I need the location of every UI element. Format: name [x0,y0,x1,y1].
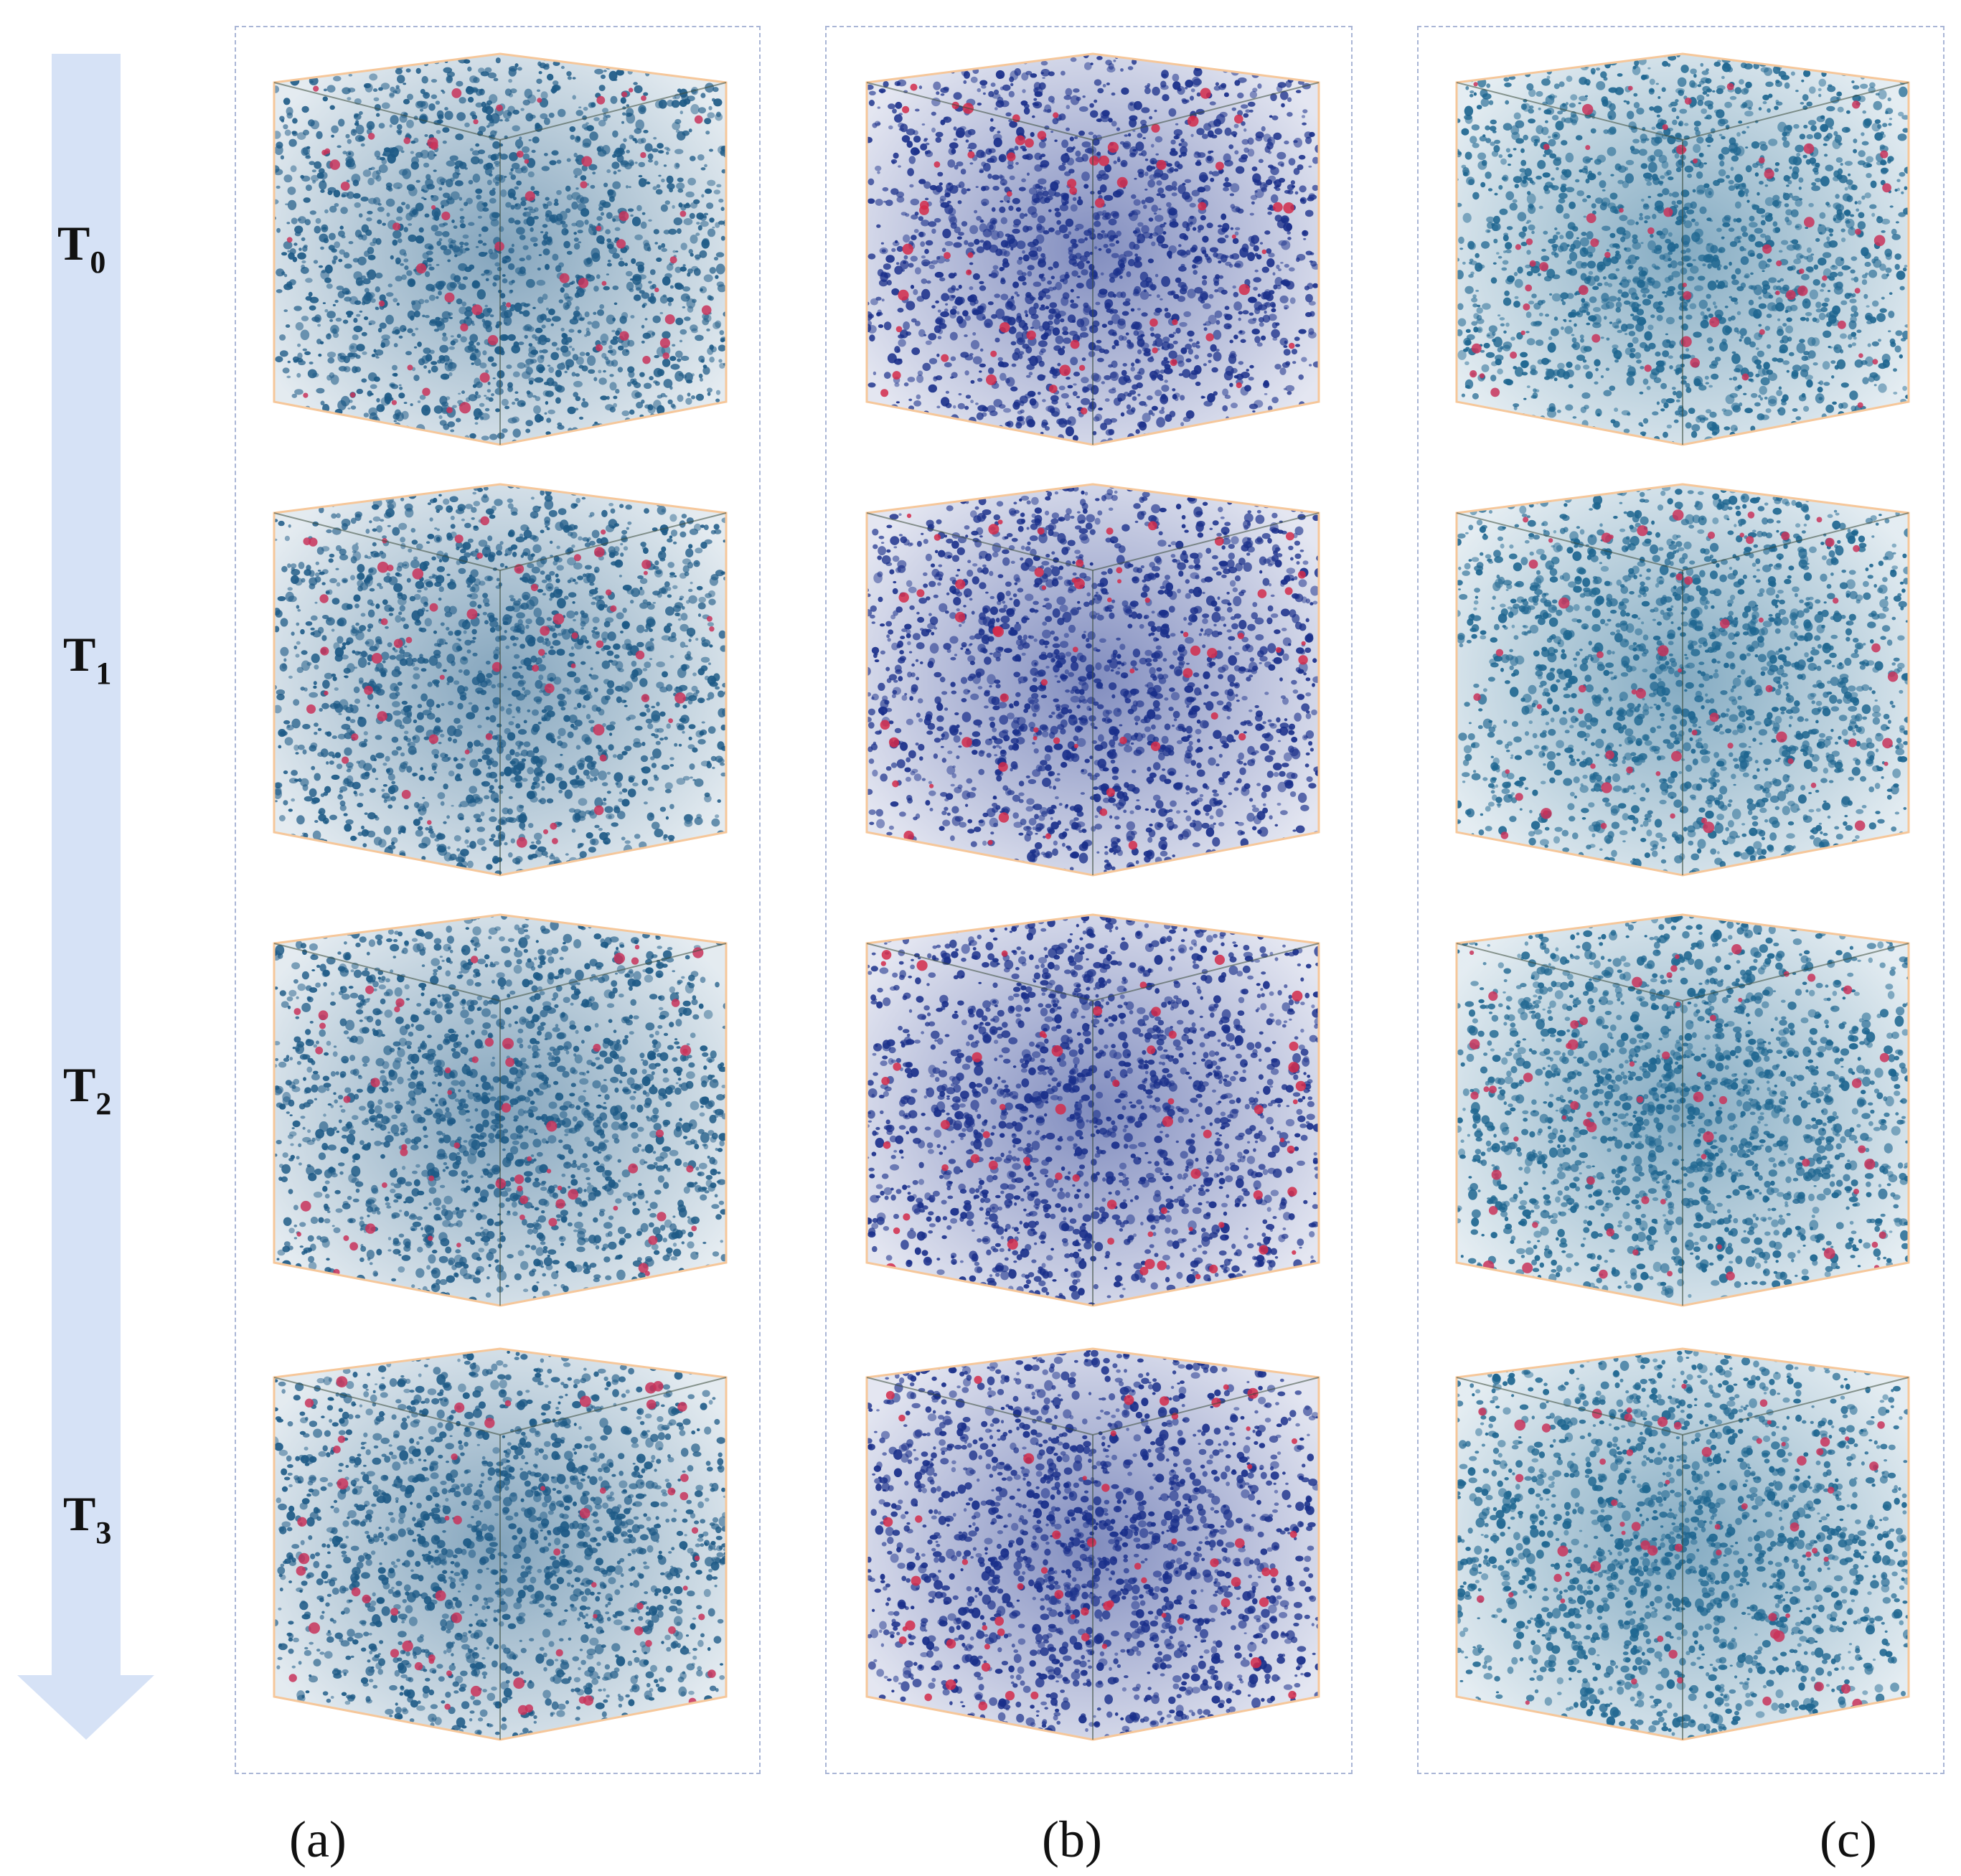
pore-cube-c-t1 [1449,470,1916,890]
cube-outline [273,1347,728,1741]
pore-particles [274,484,726,875]
time-label-t1: T1 [63,630,111,689]
cube-inner-edge [1456,1377,1683,1436]
cube-outline [1455,483,1910,877]
cube-inner-edge [273,1377,501,1436]
panel-frame-b [825,26,1353,1774]
pore-particles [867,484,1319,875]
cube-outline [273,483,728,877]
cube-inner-edge [1092,512,1320,571]
time-arrow [17,54,154,1740]
pore-cube-b-t2 [860,900,1326,1320]
pore-cube-a-t2 [267,900,733,1320]
pore-cube-c-t2 [1449,900,1916,1320]
cube-outline [1455,1347,1910,1741]
pore-cube-a-t1 [267,470,733,890]
cube-inner-edge [499,943,727,1001]
panel-label-c: (c) [1820,1814,1877,1865]
cube-inner-edge [866,512,1094,571]
pore-particles [274,1349,726,1740]
cube-inner-edge [499,512,727,571]
cube-inner-edge [1092,82,1320,141]
cube-outline [273,913,728,1307]
time-label-t3: T3 [63,1489,111,1549]
cube-outline [1455,913,1910,1307]
panel-label-b: (b) [1042,1814,1102,1865]
pore-particles [274,915,726,1306]
panel-frame-c [1417,26,1944,1774]
cube-outline [865,52,1320,446]
cube-inner-edge [1682,512,1909,571]
cube-outline [1455,52,1910,446]
cube-inner-edge [866,82,1094,141]
pore-cube-c-t3 [1449,1334,1916,1754]
cube-inner-edge [273,943,501,1001]
cube-inner-edge [1456,82,1683,141]
pore-cube-b-t3 [860,1334,1326,1754]
cube-inner-edge [1682,1377,1909,1436]
cube-inner-edge [866,943,1094,1001]
pore-particles [1457,54,1909,445]
panel-label-a: (a) [289,1814,347,1865]
cube-outline [865,483,1320,877]
cube-outline [865,1347,1320,1741]
cube-inner-edge [1092,1377,1320,1436]
pore-cube-c-t0 [1449,39,1916,459]
panel-frame-a [235,26,761,1774]
pore-particles [867,1349,1319,1740]
cube-inner-edge [1092,943,1320,1001]
cube-inner-edge [1682,82,1909,141]
cube-inner-edge [1456,943,1683,1001]
cube-inner-edge [499,82,727,141]
cube-inner-edge [273,82,501,141]
time-label-t2: T2 [63,1060,111,1120]
pore-cube-b-t0 [860,39,1326,459]
pore-cube-a-t3 [267,1334,733,1754]
cube-inner-edge [273,512,501,571]
cube-outline [273,52,728,446]
cube-inner-edge [1682,943,1909,1001]
cube-inner-edge [866,1377,1094,1436]
time-label-t0: T0 [57,219,105,278]
pore-particles [1457,915,1909,1306]
pore-cube-a-t0 [267,39,733,459]
cube-inner-edge [499,1377,727,1436]
pore-cube-b-t1 [860,470,1326,890]
cube-outline [865,913,1320,1307]
cube-inner-edge [1456,512,1683,571]
